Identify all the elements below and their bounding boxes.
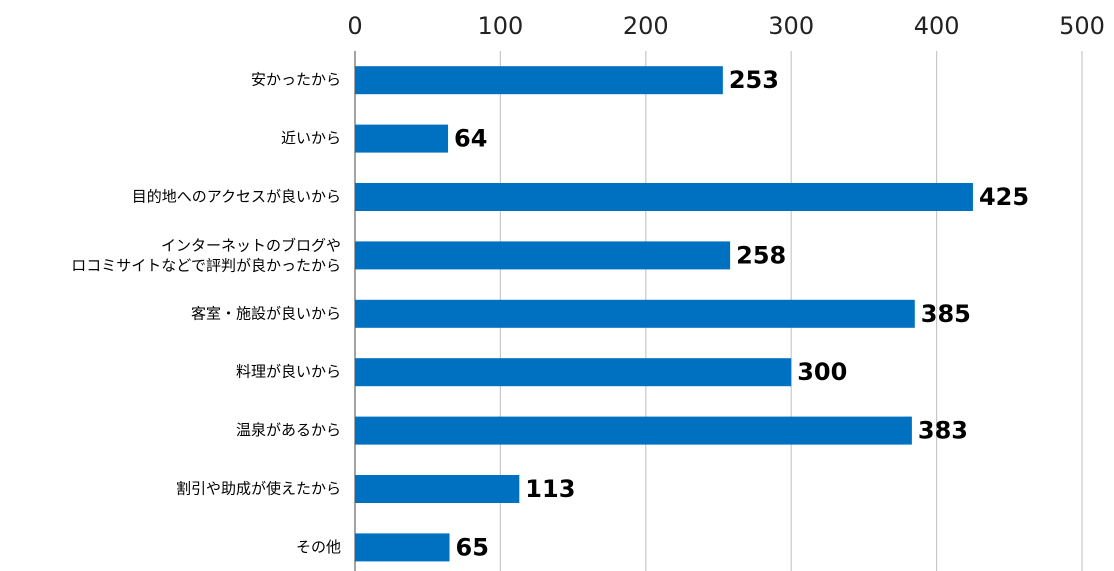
value-label: 300: [797, 358, 847, 386]
x-tick-label: 0: [347, 12, 362, 40]
bar: [355, 416, 912, 445]
value-label: 65: [456, 533, 489, 561]
value-label: 258: [736, 241, 786, 269]
value-label: 253: [729, 66, 779, 94]
y-tick-label: その他: [296, 538, 341, 556]
bar: [355, 66, 723, 95]
bar: [355, 533, 450, 562]
bar: [355, 241, 731, 270]
bar: [355, 475, 520, 503]
bar: [355, 183, 973, 211]
bar: [355, 124, 449, 153]
value-label: 425: [979, 183, 1029, 211]
y-tick-label: 温泉があるから: [236, 421, 341, 439]
x-tick-label: 400: [914, 12, 960, 40]
value-label: 385: [921, 300, 971, 328]
y-tick-label: 料理が良いから: [236, 363, 341, 381]
value-label: 64: [454, 125, 487, 153]
y-tick-label: 割引や助成が使えたから: [176, 480, 341, 498]
y-tick-label: 目的地へのアクセスが良いから: [132, 188, 341, 206]
y-tick-label: インターネットのブログやロコミサイトなどで評判が良かったから: [71, 236, 341, 274]
bar: [355, 299, 915, 328]
y-tick-label: 近いから: [281, 129, 341, 147]
x-tick-label: 100: [477, 12, 523, 40]
value-label: 113: [525, 475, 575, 503]
x-tick-label: 500: [1059, 12, 1105, 40]
x-tick-label: 200: [623, 12, 669, 40]
bar: [355, 358, 792, 387]
x-tick-label: 300: [768, 12, 814, 40]
value-label: 383: [918, 417, 968, 445]
y-tick-label: 安かったから: [251, 71, 341, 89]
y-tick-label: 客室・施設が良いから: [191, 304, 341, 322]
